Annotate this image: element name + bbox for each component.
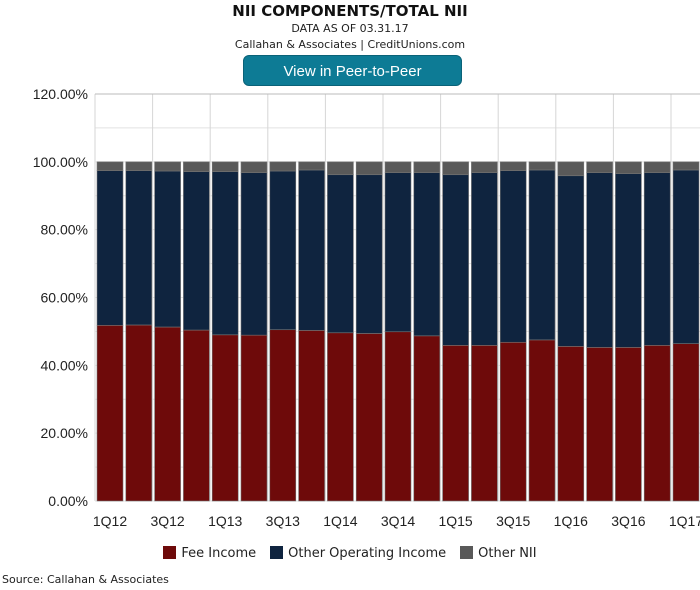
legend-item[interactable]: Fee Income xyxy=(163,546,256,561)
bar-fee-income-2Q13 xyxy=(240,334,268,502)
legend-swatch xyxy=(460,546,474,559)
bar-other-nii-1Q13 xyxy=(211,161,239,172)
source-note: Source: Callahan & Associates xyxy=(2,573,169,586)
bar-fee-income-3Q16 xyxy=(615,347,642,502)
bar-fee-income-1Q13 xyxy=(211,334,239,502)
bar-other-nii-2Q12 xyxy=(125,161,153,171)
bar-fee-income-3Q15 xyxy=(499,341,527,502)
legend-label: Fee Income xyxy=(181,546,257,561)
plot-area: 0.00% 20.00% 40.00% 60.00% 80.00% 100.00% 120.… xyxy=(33,86,700,529)
y-tick-label: 80.00% xyxy=(41,222,88,238)
bar-other-operating-income-1Q16 xyxy=(557,175,585,347)
bar-fee-income-1Q17 xyxy=(672,343,700,502)
bar-other-nii-2Q13 xyxy=(240,161,268,173)
bar-fee-income-1Q12 xyxy=(96,325,124,502)
bar-fee-income-4Q15 xyxy=(528,339,556,502)
bar-other-nii-2Q16 xyxy=(586,161,613,173)
bar-fee-income-4Q16 xyxy=(643,345,671,502)
bar-other-nii-1Q17 xyxy=(672,161,700,171)
bar-fee-income-1Q14 xyxy=(327,332,354,502)
bar-other-operating-income-3Q12 xyxy=(154,170,181,328)
bar-other-operating-income-3Q16 xyxy=(615,173,642,348)
legend-label: Other Operating Income xyxy=(288,546,447,561)
bar-other-nii-4Q16 xyxy=(643,161,671,173)
bar-other-nii-2Q15 xyxy=(471,161,498,173)
y-tick-label: 0.00% xyxy=(48,493,88,509)
bar-other-nii-4Q15 xyxy=(528,161,556,171)
bar-other-nii-3Q16 xyxy=(615,161,642,175)
legend-swatch xyxy=(163,546,177,559)
bar-fee-income-3Q13 xyxy=(269,329,297,502)
y-tick-label: 100.00% xyxy=(33,154,88,170)
y-tick-label: 120.00% xyxy=(33,86,88,102)
bar-fee-income-2Q12 xyxy=(125,324,153,502)
bar-other-nii-2Q14 xyxy=(355,161,383,176)
bar-other-operating-income-4Q15 xyxy=(528,169,556,341)
view-in-peer-to-peer-button[interactable]: View in Peer-to-Peer xyxy=(243,55,462,86)
bar-other-nii-1Q16 xyxy=(557,161,585,177)
bar-other-nii-3Q14 xyxy=(384,161,412,173)
bar-other-operating-income-4Q14 xyxy=(413,172,441,337)
data-date: DATA AS OF 03.31.17 xyxy=(291,22,409,35)
bar-other-operating-income-4Q12 xyxy=(183,171,210,331)
x-tick-label: 1Q16 xyxy=(554,513,588,529)
x-tick-label: 3Q14 xyxy=(381,513,415,529)
bar-other-nii-1Q12 xyxy=(96,161,124,171)
x-tick-label: 3Q15 xyxy=(496,513,530,529)
bar-fee-income-4Q13 xyxy=(298,330,325,502)
bar-fee-income-2Q14 xyxy=(355,333,383,502)
x-tick-label: 3Q12 xyxy=(150,513,184,529)
bar-other-operating-income-2Q13 xyxy=(240,172,268,336)
x-tick-label: 1Q15 xyxy=(438,513,472,529)
bar-other-nii-1Q14 xyxy=(327,161,354,176)
legend: Fee Income Other Operating Income Other NI… xyxy=(0,546,700,561)
bar-other-operating-income-1Q14 xyxy=(327,174,354,334)
chart-title: NII COMPONENTS/TOTAL NII xyxy=(232,2,468,20)
legend-item[interactable]: Other NII xyxy=(460,546,537,561)
bar-other-operating-income-1Q13 xyxy=(211,171,239,336)
bar-other-operating-income-2Q14 xyxy=(355,174,383,334)
bar-other-nii-1Q15 xyxy=(442,161,469,176)
bar-other-nii-4Q13 xyxy=(298,161,325,171)
legend-item[interactable]: Other Operating Income xyxy=(270,546,446,561)
bar-fee-income-3Q12 xyxy=(154,326,181,502)
bar-other-operating-income-1Q17 xyxy=(672,169,700,344)
bar-other-nii-3Q12 xyxy=(154,161,181,172)
bar-fee-income-2Q16 xyxy=(586,347,613,502)
legend-swatch xyxy=(270,546,284,559)
bar-other-nii-3Q13 xyxy=(269,161,297,172)
x-tick-label: 1Q17 xyxy=(669,513,700,529)
bar-fee-income-3Q14 xyxy=(384,331,412,502)
bar-other-operating-income-2Q16 xyxy=(586,172,613,348)
bar-fee-income-4Q14 xyxy=(413,335,441,502)
y-tick-label: 40.00% xyxy=(41,357,88,373)
attribution: Callahan & Associates | CreditUnions.com xyxy=(234,38,466,51)
y-tick-label: 20.00% xyxy=(41,425,88,441)
bar-other-operating-income-2Q15 xyxy=(471,172,498,346)
bar-other-operating-income-3Q15 xyxy=(499,170,527,343)
bar-other-nii-3Q15 xyxy=(499,161,527,171)
bar-other-operating-income-4Q13 xyxy=(298,169,325,331)
bar-other-operating-income-3Q14 xyxy=(384,172,412,333)
bar-fee-income-1Q16 xyxy=(557,346,585,502)
x-tick-label: 1Q14 xyxy=(323,513,357,529)
bar-other-nii-4Q14 xyxy=(413,161,441,173)
bar-fee-income-2Q15 xyxy=(471,345,498,502)
legend-label: Other NII xyxy=(478,546,537,561)
y-tick-label: 60.00% xyxy=(41,290,88,306)
bar-fee-income-1Q15 xyxy=(442,345,469,502)
bar-other-operating-income-3Q13 xyxy=(269,170,297,331)
bar-other-operating-income-1Q15 xyxy=(442,174,469,346)
x-tick-label: 3Q16 xyxy=(611,513,645,529)
x-tick-label: 3Q13 xyxy=(266,513,300,529)
bar-other-operating-income-2Q12 xyxy=(125,170,153,326)
x-tick-label: 1Q12 xyxy=(93,513,127,529)
x-tick-label: 1Q13 xyxy=(208,513,242,529)
bar-fee-income-4Q12 xyxy=(183,329,210,502)
bar-other-nii-4Q12 xyxy=(183,161,210,172)
bar-other-operating-income-4Q16 xyxy=(643,172,671,346)
bar-other-operating-income-1Q12 xyxy=(96,170,124,326)
